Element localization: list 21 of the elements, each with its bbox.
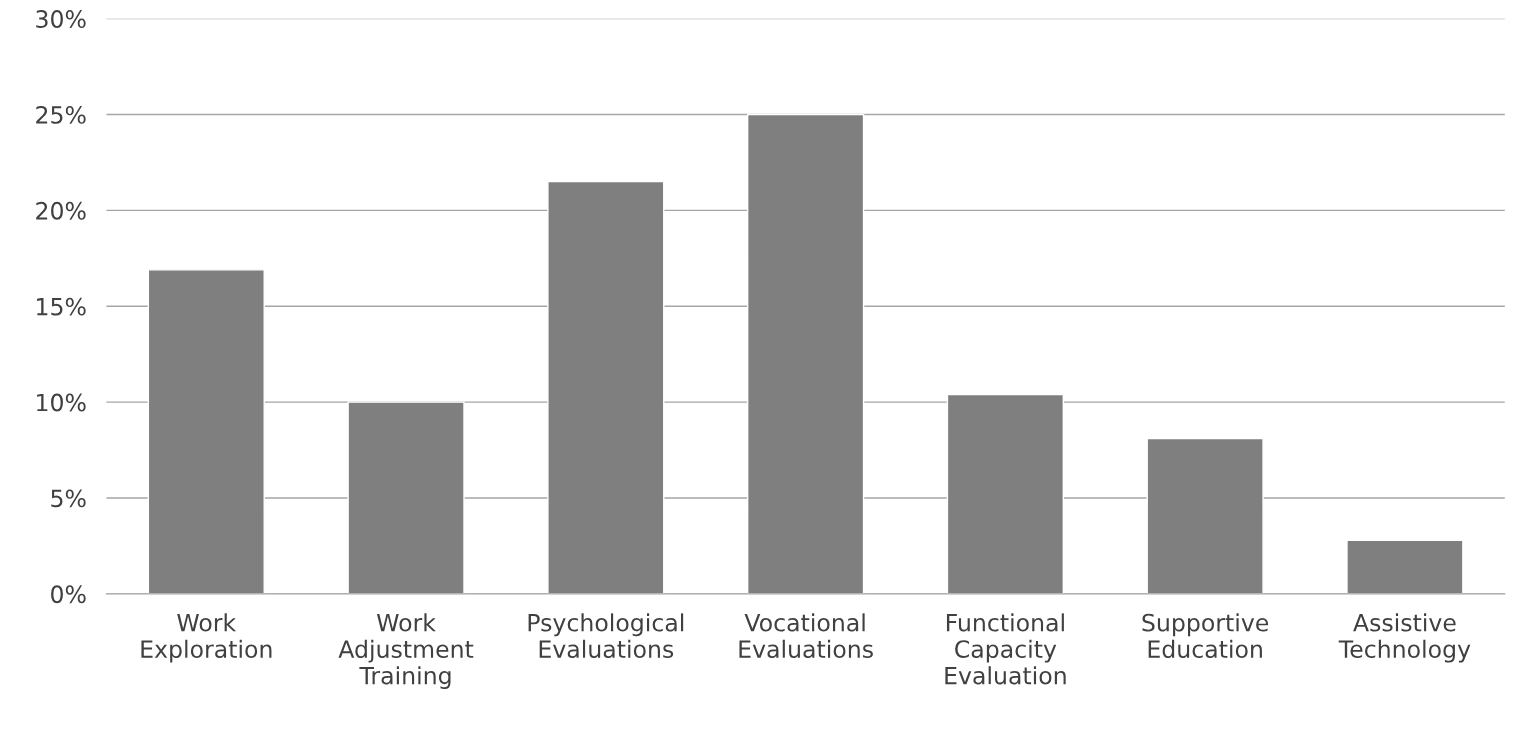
x-tick-label: Psychological Evaluations xyxy=(528,613,684,659)
x-tick-label: Supportive Education xyxy=(1142,613,1269,659)
bar xyxy=(547,180,665,594)
x-tick-label: Assistive Technology xyxy=(1338,613,1471,663)
x-tick-label: Functional Capacity Evaluation xyxy=(945,613,1066,685)
y-tick-label: 25% xyxy=(36,105,86,124)
x-tick-label: Work Adjustment Training xyxy=(338,613,474,690)
y-tick-label: 10% xyxy=(37,393,86,412)
bar xyxy=(946,393,1065,594)
bar xyxy=(746,113,865,594)
y-tick-label: 5% xyxy=(51,489,86,508)
x-tick-label: Work Exploration xyxy=(141,613,272,663)
y-tick-label: 30% xyxy=(36,10,86,28)
y-tick-label: 0% xyxy=(51,585,86,604)
y-tick-label: 20% xyxy=(36,201,86,220)
bar xyxy=(347,401,465,594)
bar xyxy=(1146,437,1264,594)
bar xyxy=(147,269,265,594)
bar xyxy=(1346,539,1464,594)
y-tick-label: 15% xyxy=(37,297,86,316)
x-tick-label: Vocational Evaluations xyxy=(739,613,873,659)
